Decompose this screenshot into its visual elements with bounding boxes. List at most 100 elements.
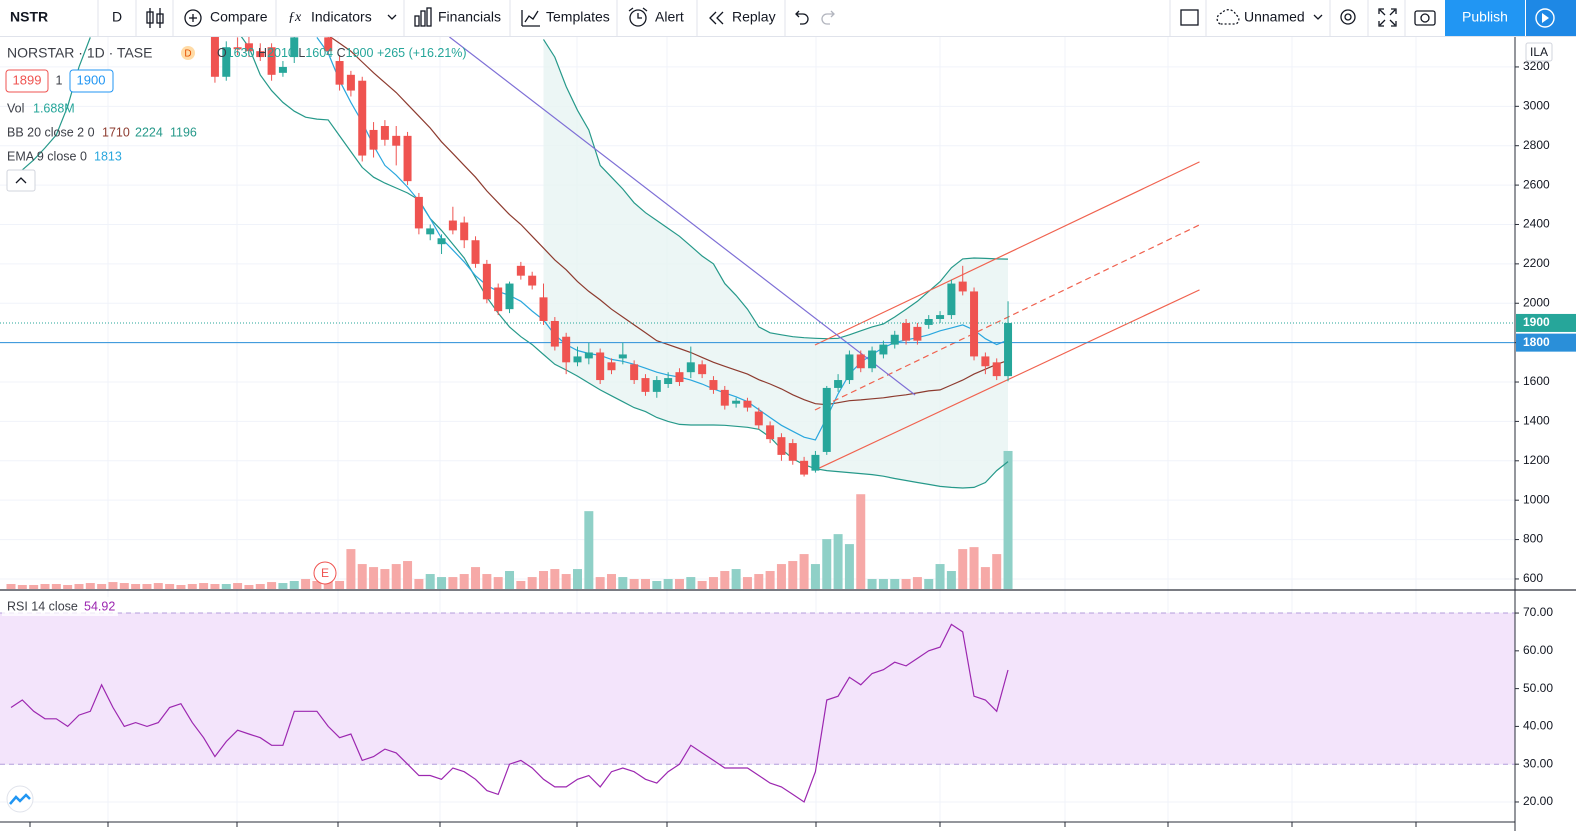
volume-bar: [686, 577, 696, 589]
candle-body: [550, 320, 559, 347]
play-button[interactable]: [1526, 0, 1576, 36]
ohlc-letter: L: [298, 46, 305, 60]
symbol-search[interactable]: NSTR: [10, 9, 48, 25]
volume-bar: [448, 577, 458, 589]
fullscreen-button[interactable]: [1378, 8, 1397, 27]
candle-body: [607, 362, 616, 371]
exchange-badge-bg: [181, 46, 195, 60]
volume-bar: [244, 584, 254, 589]
candle-body: [448, 220, 457, 231]
sell-button[interactable]: [5, 69, 49, 93]
price-tick-label: 1200: [1523, 453, 1550, 467]
alert-button[interactable]: Alert: [655, 9, 684, 25]
volume-bar: [289, 580, 299, 589]
volume-bar: [403, 561, 413, 589]
volume-bar: [437, 577, 447, 589]
volume-bar: [380, 569, 390, 589]
candle-body: [460, 222, 469, 241]
bb-basis-value: 1710: [102, 125, 130, 139]
candle-body: [924, 319, 933, 325]
rsi-tick-label: 20.00: [1523, 794, 1553, 808]
snapshot-button[interactable]: [1414, 10, 1436, 26]
volume-bar: [142, 584, 152, 589]
candle-body: [958, 281, 967, 292]
rsi-line: [10, 623, 1009, 803]
replay-button[interactable]: Replay: [732, 9, 776, 25]
layout-name[interactable]: Unnamed: [1244, 9, 1305, 25]
layout-button[interactable]: [1180, 9, 1199, 26]
ema-value: 1813: [94, 149, 122, 163]
volume-bar: [584, 511, 594, 589]
templates-button[interactable]: Templates: [546, 9, 610, 25]
earnings-marker: E: [321, 566, 329, 580]
play-icon: [1535, 8, 1555, 28]
templates-icon: [521, 10, 540, 27]
volume-bar: [935, 564, 945, 589]
candle-body: [800, 460, 809, 475]
volume-bar: [754, 574, 764, 589]
exchange-badge: D: [184, 49, 191, 60]
candle-body: [290, 37, 299, 58]
compare-icon[interactable]: [184, 9, 202, 27]
settings-button[interactable]: [1340, 9, 1356, 25]
volume-bar: [131, 584, 141, 589]
volume-bar: [946, 571, 956, 589]
volume-bar: [346, 549, 356, 589]
undo-button[interactable]: [795, 10, 809, 25]
candle-body: [720, 389, 729, 406]
candle-body: [437, 238, 446, 245]
indicators-button[interactable]: Indicators: [311, 9, 372, 25]
volume-bar: [414, 579, 424, 589]
financials-button[interactable]: Financials: [438, 9, 501, 25]
volume-bar: [187, 584, 197, 589]
tv-logo[interactable]: [6, 785, 34, 813]
candle-body: [754, 411, 763, 426]
candle-body: [278, 66, 287, 73]
candle-body: [403, 135, 412, 182]
bb-upper-value: 2224: [135, 125, 163, 139]
candle-body: [970, 291, 979, 357]
price-tick-label: 3000: [1523, 98, 1550, 112]
volume-bar: [267, 582, 277, 589]
redo-button[interactable]: [821, 10, 835, 25]
bb-basis-line: [329, 37, 1009, 406]
cloud-icon: [1216, 9, 1240, 25]
collapse-legend-button[interactable]: [6, 169, 36, 192]
rsi-legend-bg: [2, 597, 118, 616]
volume-bar: [63, 584, 73, 589]
interval-button[interactable]: D: [112, 9, 122, 25]
indicators-dropdown[interactable]: [387, 14, 397, 20]
indicators-icon: ƒx: [288, 10, 302, 25]
ema-title: EMA 9 close 0: [7, 149, 87, 163]
rsi-tick-label: 40.00: [1523, 719, 1553, 733]
volume-bar: [776, 564, 786, 589]
buy-button[interactable]: [69, 69, 114, 93]
volume-bar: [85, 583, 95, 589]
volume-bar: [108, 582, 118, 589]
candle-body: [505, 283, 514, 310]
publish-button[interactable]: [1445, 0, 1525, 36]
ohlc-letter: C: [337, 46, 346, 60]
currency-box[interactable]: [1525, 42, 1553, 62]
volume-bar: [901, 579, 911, 589]
layout-dropdown[interactable]: [1313, 14, 1323, 20]
volume-bar: [165, 584, 175, 589]
candle-body: [698, 364, 707, 375]
candle-body: [766, 425, 775, 440]
volume-bar: [425, 574, 435, 589]
candle-body: [380, 126, 389, 140]
compare-button[interactable]: Compare: [210, 9, 268, 25]
price-tick-label: 1400: [1523, 414, 1550, 428]
candle-body: [709, 380, 718, 390]
chart-style-icon[interactable]: [146, 8, 164, 28]
publish-label: Publish: [1462, 9, 1508, 25]
volume-bar: [459, 574, 469, 589]
candle-body: [346, 74, 355, 91]
price-tick-label: 2800: [1523, 138, 1550, 152]
price-tick-label: 1000: [1523, 492, 1550, 506]
bid-price: 1899: [13, 72, 42, 87]
ohlc-value: 1630: [227, 46, 255, 60]
volume-bar: [788, 561, 798, 589]
price-tick-label: 2400: [1523, 217, 1550, 231]
volume-bar: [482, 574, 492, 589]
